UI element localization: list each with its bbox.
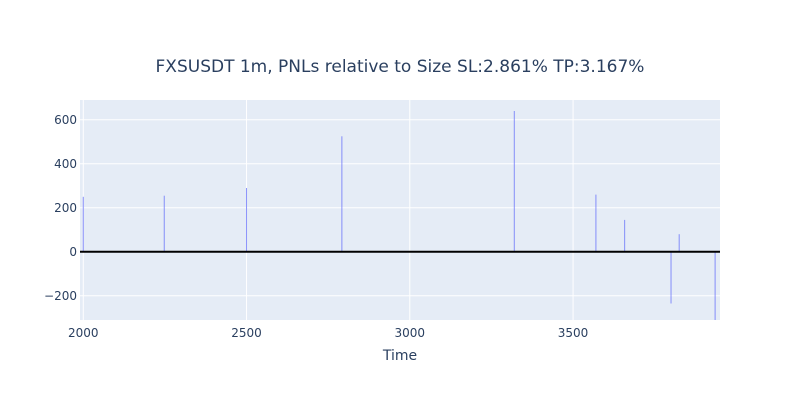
y-tick-label: −200: [44, 289, 77, 303]
plot-area: [80, 100, 720, 320]
x-tick-label: 2000: [68, 326, 99, 340]
grid-lines: [80, 100, 720, 320]
y-tick-label: 200: [54, 201, 77, 215]
y-tick-label: 0: [69, 245, 77, 259]
y-tick-label: 600: [54, 113, 77, 127]
x-tick-label: 3000: [395, 326, 426, 340]
x-tick-label: 3500: [558, 326, 589, 340]
y-axis-ticks: −200 0 200 400 600: [44, 113, 77, 303]
x-axis-ticks: 2000 2500 3000 3500: [68, 326, 588, 340]
pnl-bars: [82, 111, 716, 320]
x-axis-label: Time: [382, 348, 417, 364]
y-tick-label: 400: [54, 157, 77, 171]
chart-title: FXSUSDT 1m, PNLs relative to Size SL:2.8…: [156, 57, 645, 77]
x-tick-label: 2500: [231, 326, 262, 340]
